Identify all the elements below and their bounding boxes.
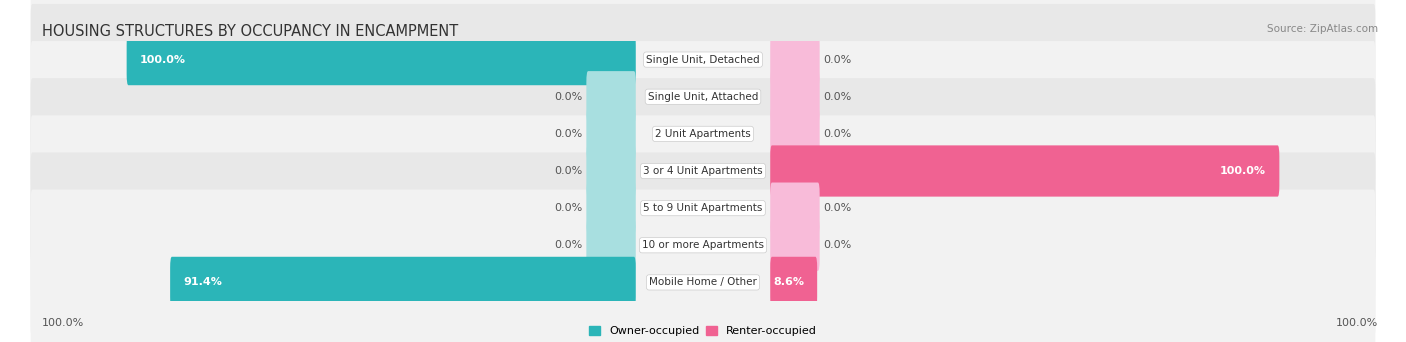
Text: 100.0%: 100.0% xyxy=(42,318,84,328)
FancyBboxPatch shape xyxy=(31,0,1375,153)
FancyBboxPatch shape xyxy=(127,34,636,85)
Text: 10 or more Apartments: 10 or more Apartments xyxy=(643,240,763,250)
Text: 0.0%: 0.0% xyxy=(824,203,852,213)
Text: 100.0%: 100.0% xyxy=(1220,166,1267,176)
FancyBboxPatch shape xyxy=(770,183,820,234)
FancyBboxPatch shape xyxy=(586,108,636,159)
Text: 0.0%: 0.0% xyxy=(824,55,852,65)
Text: 0.0%: 0.0% xyxy=(824,92,852,102)
FancyBboxPatch shape xyxy=(170,257,636,308)
FancyBboxPatch shape xyxy=(770,71,820,122)
Text: Source: ZipAtlas.com: Source: ZipAtlas.com xyxy=(1267,24,1378,34)
FancyBboxPatch shape xyxy=(586,145,636,197)
FancyBboxPatch shape xyxy=(770,257,817,308)
FancyBboxPatch shape xyxy=(31,153,1375,338)
Text: 2 Unit Apartments: 2 Unit Apartments xyxy=(655,129,751,139)
Text: Single Unit, Detached: Single Unit, Detached xyxy=(647,55,759,65)
Text: 0.0%: 0.0% xyxy=(554,129,582,139)
Text: 91.4%: 91.4% xyxy=(183,277,222,287)
FancyBboxPatch shape xyxy=(31,78,1375,264)
Text: 0.0%: 0.0% xyxy=(824,129,852,139)
FancyBboxPatch shape xyxy=(770,220,820,271)
Text: 0.0%: 0.0% xyxy=(824,240,852,250)
Text: Single Unit, Attached: Single Unit, Attached xyxy=(648,92,758,102)
FancyBboxPatch shape xyxy=(770,108,820,159)
Text: HOUSING STRUCTURES BY OCCUPANCY IN ENCAMPMENT: HOUSING STRUCTURES BY OCCUPANCY IN ENCAM… xyxy=(42,24,458,39)
Legend: Owner-occupied, Renter-occupied: Owner-occupied, Renter-occupied xyxy=(589,326,817,337)
Text: 3 or 4 Unit Apartments: 3 or 4 Unit Apartments xyxy=(643,166,763,176)
Text: 0.0%: 0.0% xyxy=(554,92,582,102)
FancyBboxPatch shape xyxy=(586,71,636,122)
Text: 5 to 9 Unit Apartments: 5 to 9 Unit Apartments xyxy=(644,203,762,213)
Text: 0.0%: 0.0% xyxy=(554,166,582,176)
Text: Mobile Home / Other: Mobile Home / Other xyxy=(650,277,756,287)
FancyBboxPatch shape xyxy=(586,183,636,234)
FancyBboxPatch shape xyxy=(586,220,636,271)
Text: 0.0%: 0.0% xyxy=(554,203,582,213)
FancyBboxPatch shape xyxy=(770,145,1279,197)
Text: 0.0%: 0.0% xyxy=(554,240,582,250)
Text: 100.0%: 100.0% xyxy=(1336,318,1378,328)
FancyBboxPatch shape xyxy=(31,115,1375,301)
FancyBboxPatch shape xyxy=(31,4,1375,189)
Text: 8.6%: 8.6% xyxy=(773,277,804,287)
FancyBboxPatch shape xyxy=(31,189,1375,342)
FancyBboxPatch shape xyxy=(31,41,1375,227)
Text: 100.0%: 100.0% xyxy=(139,55,186,65)
FancyBboxPatch shape xyxy=(770,34,820,85)
